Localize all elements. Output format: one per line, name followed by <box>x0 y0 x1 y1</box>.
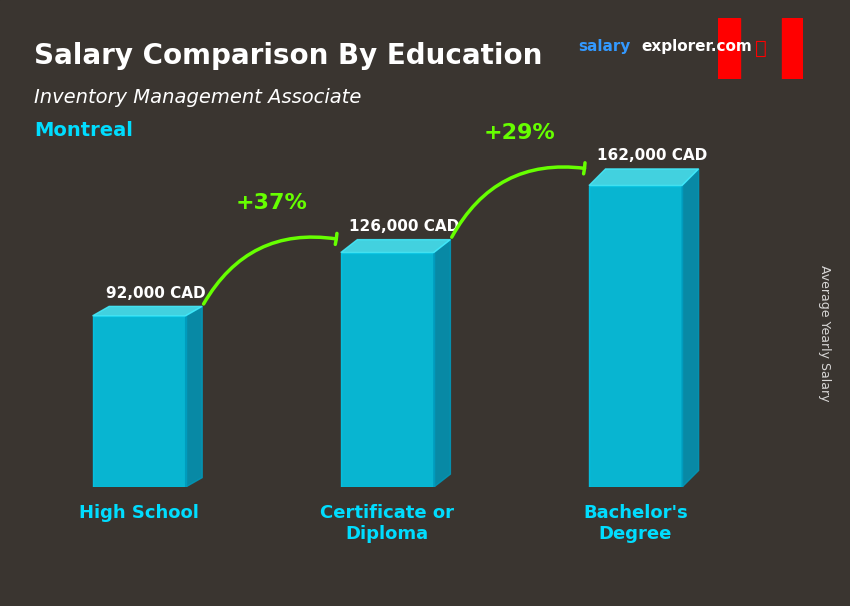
Text: 🍁: 🍁 <box>755 39 767 58</box>
Bar <box>589 185 682 487</box>
Text: Average Yearly Salary: Average Yearly Salary <box>818 265 831 402</box>
Text: Montreal: Montreal <box>34 121 133 140</box>
Bar <box>341 253 434 487</box>
Text: explorer.com: explorer.com <box>642 39 752 55</box>
Text: 126,000 CAD: 126,000 CAD <box>348 219 459 234</box>
Polygon shape <box>185 307 202 487</box>
Polygon shape <box>93 307 202 316</box>
Text: +37%: +37% <box>235 193 308 213</box>
Polygon shape <box>682 169 699 487</box>
Text: +29%: +29% <box>484 122 556 142</box>
Polygon shape <box>434 239 450 487</box>
Bar <box>718 18 740 79</box>
Text: Salary Comparison By Education: Salary Comparison By Education <box>34 42 542 70</box>
Text: 92,000 CAD: 92,000 CAD <box>106 286 206 301</box>
Polygon shape <box>341 239 450 253</box>
Polygon shape <box>589 169 699 185</box>
Bar <box>782 18 803 79</box>
Text: Inventory Management Associate: Inventory Management Associate <box>34 88 361 107</box>
Text: salary: salary <box>578 39 631 55</box>
Text: 162,000 CAD: 162,000 CAD <box>597 148 707 164</box>
Bar <box>93 316 185 487</box>
